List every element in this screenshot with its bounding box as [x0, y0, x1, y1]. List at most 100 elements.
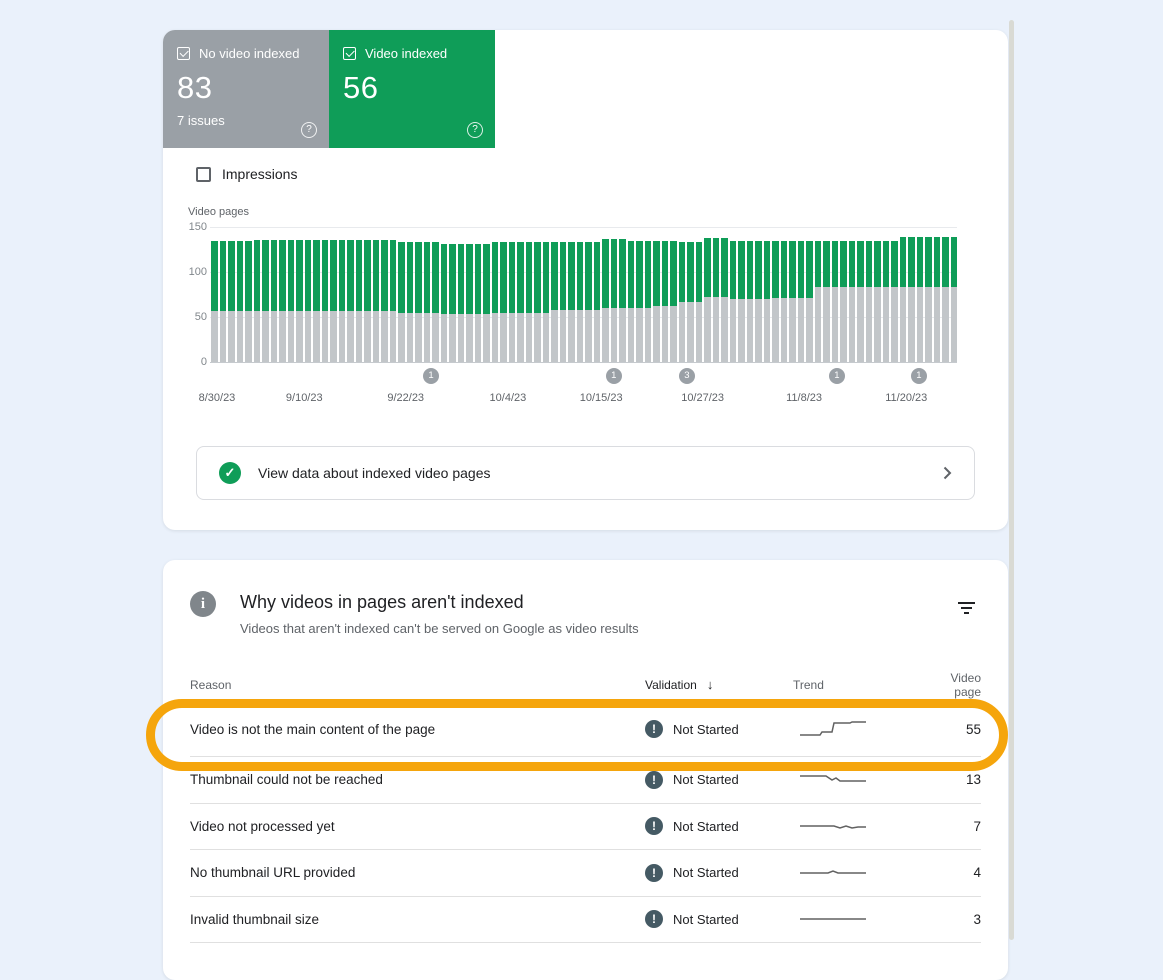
- chart-bar[interactable]: [491, 227, 498, 362]
- chart-bar[interactable]: [253, 227, 260, 362]
- chart-bar[interactable]: [687, 227, 694, 362]
- chart-bar[interactable]: [746, 227, 753, 362]
- chart-bar[interactable]: [661, 227, 668, 362]
- chart-bar[interactable]: [449, 227, 456, 362]
- event-marker[interactable]: 1: [605, 368, 622, 384]
- chart-bar[interactable]: [636, 227, 643, 362]
- chart-bar[interactable]: [432, 227, 439, 362]
- chart-bar[interactable]: [704, 227, 711, 362]
- chart-bar[interactable]: [287, 227, 294, 362]
- chart-bar[interactable]: [534, 227, 541, 362]
- help-icon[interactable]: ?: [301, 122, 317, 138]
- chart-bar[interactable]: [304, 227, 311, 362]
- chart-bar[interactable]: [848, 227, 855, 362]
- chart-bar[interactable]: [559, 227, 566, 362]
- video-indexed-checkbox[interactable]: [343, 47, 356, 60]
- chart-bar[interactable]: [381, 227, 388, 362]
- chart-bar[interactable]: [712, 227, 719, 362]
- chart-bar[interactable]: [942, 227, 949, 362]
- chart-bar[interactable]: [406, 227, 413, 362]
- chart-bar[interactable]: [729, 227, 736, 362]
- chart-bar[interactable]: [338, 227, 345, 362]
- chart-bar[interactable]: [865, 227, 872, 362]
- chart-bar[interactable]: [891, 227, 898, 362]
- impressions-toggle[interactable]: Impressions: [196, 166, 297, 182]
- chart-bar[interactable]: [364, 227, 371, 362]
- chart-bar[interactable]: [619, 227, 626, 362]
- chart-bar[interactable]: [772, 227, 779, 362]
- chart-bar[interactable]: [882, 227, 889, 362]
- chart-bar[interactable]: [908, 227, 915, 362]
- event-marker[interactable]: 1: [423, 368, 440, 384]
- chart-bar[interactable]: [483, 227, 490, 362]
- chart-bar[interactable]: [568, 227, 575, 362]
- chart-bar[interactable]: [823, 227, 830, 362]
- tile-video-indexed[interactable]: Video indexed 56 ?: [329, 30, 495, 148]
- chart-bar[interactable]: [500, 227, 507, 362]
- help-icon[interactable]: ?: [467, 122, 483, 138]
- vertical-scrollbar[interactable]: [1009, 20, 1014, 940]
- chart-bar[interactable]: [593, 227, 600, 362]
- chart-bar[interactable]: [814, 227, 821, 362]
- chart-bar[interactable]: [899, 227, 906, 362]
- chart-bar[interactable]: [219, 227, 226, 362]
- column-header-validation[interactable]: Validation ↓: [645, 677, 714, 692]
- chart-bar[interactable]: [347, 227, 354, 362]
- chart-bar[interactable]: [457, 227, 464, 362]
- table-row[interactable]: No thumbnail URL provided! Not Started 4: [190, 850, 981, 897]
- chart-bar[interactable]: [602, 227, 609, 362]
- chart-bar[interactable]: [925, 227, 932, 362]
- chart-bar[interactable]: [644, 227, 651, 362]
- tile-no-video-indexed[interactable]: No video indexed 83 7 issues ?: [163, 30, 329, 148]
- chart-bar[interactable]: [950, 227, 957, 362]
- chart-bar[interactable]: [245, 227, 252, 362]
- chart-bar[interactable]: [576, 227, 583, 362]
- chart-bar[interactable]: [585, 227, 592, 362]
- chart-bar[interactable]: [653, 227, 660, 362]
- chart-bar[interactable]: [874, 227, 881, 362]
- view-data-button[interactable]: ✓ View data about indexed video pages: [196, 446, 975, 500]
- chart-bar[interactable]: [627, 227, 634, 362]
- chart-bar[interactable]: [236, 227, 243, 362]
- table-row[interactable]: Invalid thumbnail size! Not Started 3: [190, 897, 981, 943]
- chart-bar[interactable]: [372, 227, 379, 362]
- chart-bar[interactable]: [423, 227, 430, 362]
- chart-bar[interactable]: [330, 227, 337, 362]
- chart-bar[interactable]: [440, 227, 447, 362]
- event-marker[interactable]: 1: [910, 368, 927, 384]
- chart-bar[interactable]: [857, 227, 864, 362]
- chart-bar[interactable]: [321, 227, 328, 362]
- event-marker[interactable]: 1: [828, 368, 845, 384]
- chart-bar[interactable]: [840, 227, 847, 362]
- table-row[interactable]: Video not processed yet! Not Started 7: [190, 804, 981, 850]
- event-marker[interactable]: 3: [678, 368, 695, 384]
- chart-bar[interactable]: [916, 227, 923, 362]
- chart-bar[interactable]: [228, 227, 235, 362]
- chart-bar[interactable]: [355, 227, 362, 362]
- chart-bar[interactable]: [806, 227, 813, 362]
- filter-icon[interactable]: [954, 598, 978, 618]
- chart-bar[interactable]: [763, 227, 770, 362]
- chart-bar[interactable]: [797, 227, 804, 362]
- chart-bar[interactable]: [525, 227, 532, 362]
- chart-bar[interactable]: [313, 227, 320, 362]
- chart-bar[interactable]: [670, 227, 677, 362]
- chart-bar[interactable]: [211, 227, 218, 362]
- chart-bar[interactable]: [789, 227, 796, 362]
- chart-bar[interactable]: [780, 227, 787, 362]
- chart-bar[interactable]: [551, 227, 558, 362]
- no-video-indexed-checkbox[interactable]: [177, 47, 190, 60]
- chart-bar[interactable]: [474, 227, 481, 362]
- chart-bar[interactable]: [398, 227, 405, 362]
- chart-bar[interactable]: [933, 227, 940, 362]
- chart-bar[interactable]: [262, 227, 269, 362]
- table-row[interactable]: Video is not the main content of the pag…: [190, 702, 981, 757]
- chart-bar[interactable]: [738, 227, 745, 362]
- chart-bar[interactable]: [270, 227, 277, 362]
- chart-bar[interactable]: [678, 227, 685, 362]
- chart-bar[interactable]: [389, 227, 396, 362]
- stacked-bar-chart[interactable]: [211, 227, 957, 362]
- chart-bar[interactable]: [517, 227, 524, 362]
- chart-bar[interactable]: [279, 227, 286, 362]
- chart-bar[interactable]: [831, 227, 838, 362]
